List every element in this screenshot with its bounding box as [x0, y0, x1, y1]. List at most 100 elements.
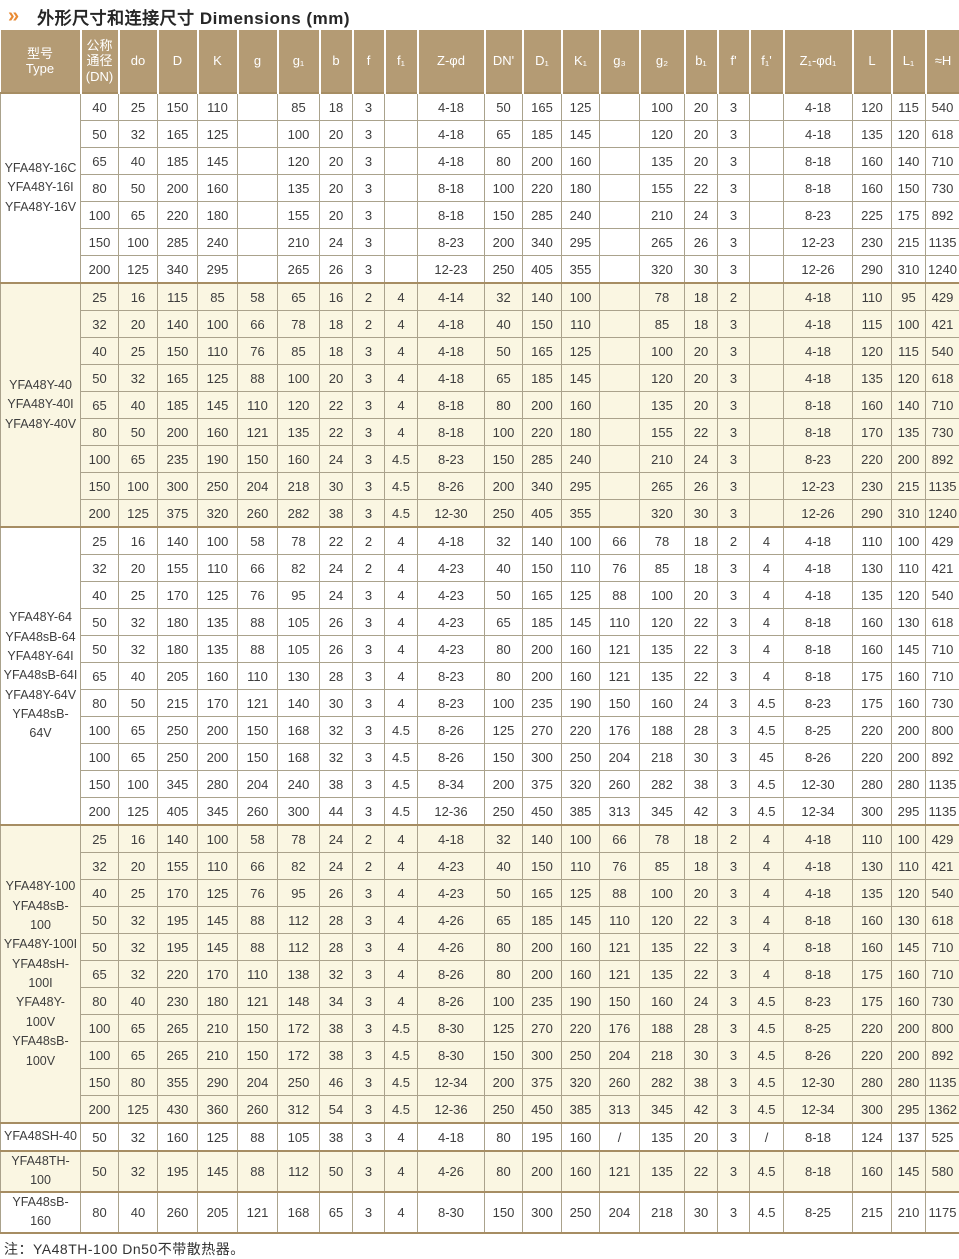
cell: 160: [853, 1151, 892, 1192]
cell: 160: [853, 636, 892, 663]
cell: 95: [278, 582, 320, 609]
cell: 78: [640, 283, 685, 311]
cell: [238, 121, 278, 148]
cell: 340: [523, 229, 562, 256]
cell: 160: [278, 446, 320, 473]
cell: 218: [640, 744, 685, 771]
cell: 88: [600, 880, 640, 907]
cell: 66: [238, 311, 278, 338]
col-header-f-prime: f': [718, 30, 750, 93]
cell: 121: [600, 961, 640, 988]
cell: 100: [198, 825, 238, 853]
cell: 300: [278, 798, 320, 826]
cell: 260: [600, 1069, 640, 1096]
cell: 78: [278, 825, 320, 853]
cell: 145: [562, 365, 600, 392]
cell: 32: [119, 1123, 158, 1151]
cell: 235: [523, 988, 562, 1015]
cell: 8-18: [784, 636, 853, 663]
cell: 300: [158, 473, 198, 500]
cell: 112: [278, 934, 320, 961]
cell: 110: [198, 853, 238, 880]
cell: 3: [353, 636, 385, 663]
cell: [600, 202, 640, 229]
col-header-f1-prime: f₁': [750, 30, 784, 93]
page-title: 外形尺寸和连接尺寸 Dimensions (mm): [37, 4, 350, 29]
cell: 25: [119, 338, 158, 365]
cell: 8-23: [784, 988, 853, 1015]
cell: 20: [119, 311, 158, 338]
cell: [600, 392, 640, 419]
cell: 88: [238, 636, 278, 663]
cell: 110: [892, 853, 926, 880]
cell: 300: [523, 1042, 562, 1069]
cell: 100: [640, 93, 685, 121]
cell: 28: [320, 907, 353, 934]
cell: 125: [562, 582, 600, 609]
cell: [750, 311, 784, 338]
cell: 135: [640, 148, 685, 175]
cell: 4-18: [418, 825, 485, 853]
cell: 20: [685, 121, 718, 148]
cell: 280: [892, 771, 926, 798]
cell: 3: [353, 771, 385, 798]
cell: 160: [892, 663, 926, 690]
cell: 618: [926, 907, 959, 934]
cell: 121: [600, 1151, 640, 1192]
cell: 190: [562, 988, 600, 1015]
cell: 4-18: [418, 148, 485, 175]
cell: 3: [353, 690, 385, 717]
cell: 3: [353, 148, 385, 175]
cell: 125: [198, 121, 238, 148]
cell: 3: [718, 555, 750, 582]
cell: 32: [485, 527, 523, 555]
cell: 200: [523, 1151, 562, 1192]
cell: 100: [81, 717, 119, 744]
cell: 3: [353, 1151, 385, 1192]
cell: 88: [238, 609, 278, 636]
cell: 125: [198, 365, 238, 392]
cell: 100: [640, 582, 685, 609]
cell: 160: [853, 148, 892, 175]
cell: 8-26: [418, 961, 485, 988]
cell: 340: [158, 256, 198, 284]
cell: 160: [853, 392, 892, 419]
cell: 160: [892, 961, 926, 988]
col-header-type: 型号 Type: [1, 30, 81, 93]
cell: 65: [119, 1042, 158, 1069]
cell: 135: [853, 880, 892, 907]
cell: 4: [385, 853, 418, 880]
cell: 3: [718, 473, 750, 500]
cell: 20: [685, 1123, 718, 1151]
cell: 168: [278, 1192, 320, 1233]
cell: 32: [119, 934, 158, 961]
cell: 30: [685, 256, 718, 284]
cell: 220: [523, 419, 562, 446]
cell: 282: [640, 771, 685, 798]
cell: 66: [600, 527, 640, 555]
cell: 80: [485, 961, 523, 988]
cell: 710: [926, 934, 959, 961]
col-header-f1: f₁: [385, 30, 418, 93]
cell: 65: [81, 392, 119, 419]
cell: 135: [892, 419, 926, 446]
cell: 3: [718, 690, 750, 717]
cell: [238, 256, 278, 284]
cell: 20: [685, 880, 718, 907]
cell: 160: [640, 988, 685, 1015]
cell: 285: [158, 229, 198, 256]
cell: 120: [892, 880, 926, 907]
cell: 24: [320, 229, 353, 256]
cell: 172: [278, 1042, 320, 1069]
cell: 3: [718, 392, 750, 419]
cell: 3: [718, 500, 750, 528]
cell: 20: [685, 148, 718, 175]
cell: 8-30: [418, 1192, 485, 1233]
cell: 150: [600, 988, 640, 1015]
cell: 120: [892, 121, 926, 148]
cell: [600, 419, 640, 446]
